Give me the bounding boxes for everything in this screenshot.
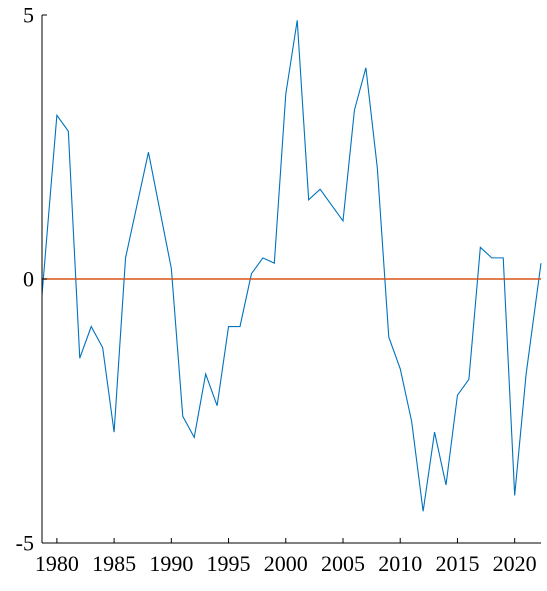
x-tick-label: 2000: [264, 551, 308, 576]
x-tick-label: 1985: [92, 551, 136, 576]
x-tick-label: 2005: [321, 551, 365, 576]
axes-layer: [41, 14, 541, 544]
x-tick-label: 1980: [35, 551, 79, 576]
x-tick-label: 2015: [435, 551, 479, 576]
y-tick-label: -5: [16, 531, 34, 556]
x-tick-label: 2010: [378, 551, 422, 576]
y-tick-label: 5: [23, 3, 34, 28]
x-tick-label: 2020: [493, 551, 537, 576]
x-tick-label: 1995: [207, 551, 251, 576]
series-layer: [41, 20, 542, 512]
data-series-line: [41, 20, 542, 512]
y-tick-label: 0: [23, 267, 34, 292]
tick-labels: -5 0 5 1980 1985 1990 1995 2000 2005 2010 2015 2020: [16, 3, 537, 577]
x-tick-label: 1990: [149, 551, 193, 576]
